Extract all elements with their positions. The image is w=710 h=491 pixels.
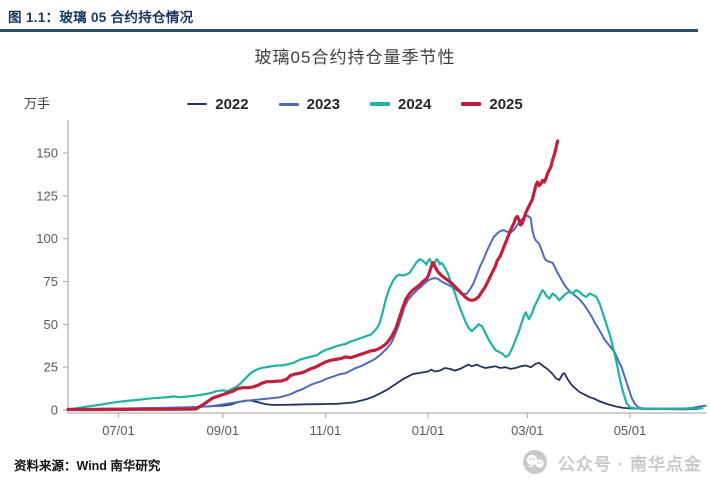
- x-tick-label: 07/01: [102, 423, 135, 438]
- legend-label-2024: 2024: [398, 95, 432, 113]
- x-tick-label: 09/01: [207, 423, 240, 438]
- watermark-text: 公众号 · 南华点金: [557, 454, 702, 474]
- y-tick-label: 150: [36, 146, 58, 161]
- wechat-icon: [522, 450, 547, 474]
- legend-swatch-2023: [278, 102, 299, 106]
- x-tick-label: 01/01: [412, 423, 445, 438]
- legend-swatch-2025: [461, 101, 482, 107]
- caption-underline: [0, 29, 698, 32]
- y-tick-label: 0: [51, 403, 58, 418]
- legend-item-2023: 2023: [278, 95, 340, 113]
- legend-item-2022: 2022: [187, 95, 249, 113]
- y-axis-unit-label: 万手: [24, 96, 51, 111]
- legend-item-2024: 2024: [370, 96, 431, 113]
- legend-item-2025: 2025: [461, 95, 523, 113]
- chart-legend: 2022 2023 2024 2025: [0, 94, 710, 114]
- y-tick-label: 25: [44, 360, 58, 375]
- series-line-2022: [67, 361, 699, 411]
- legend-swatch-2024: [370, 102, 390, 106]
- figure-caption: 图 1.1：玻璃 05 合约持仓情况: [8, 10, 194, 25]
- x-tick-label: 05/01: [614, 423, 647, 438]
- y-tick-label: 125: [36, 188, 58, 203]
- series-line-2025: [66, 139, 560, 412]
- legend-label-2023: 2023: [306, 95, 340, 113]
- wechat-watermark: 公众号 · 南华点金: [521, 448, 702, 476]
- x-tick-label: 03/01: [511, 423, 544, 438]
- legend-label-2022: 2022: [215, 95, 249, 113]
- chart-title: 玻璃05合约持仓量季节性: [254, 48, 456, 67]
- data-source-note: 资料来源：Wind 南华研究: [14, 459, 161, 473]
- series-line-2023: [67, 214, 707, 411]
- series-line-2024: [66, 258, 704, 411]
- y-tick-label: 50: [44, 317, 58, 332]
- y-tick-label: 75: [44, 274, 58, 289]
- legend-swatch-2022: [187, 102, 208, 106]
- y-tick-label: 100: [36, 231, 58, 246]
- x-tick-label: 11/01: [310, 423, 342, 438]
- legend-label-2025: 2025: [489, 95, 523, 113]
